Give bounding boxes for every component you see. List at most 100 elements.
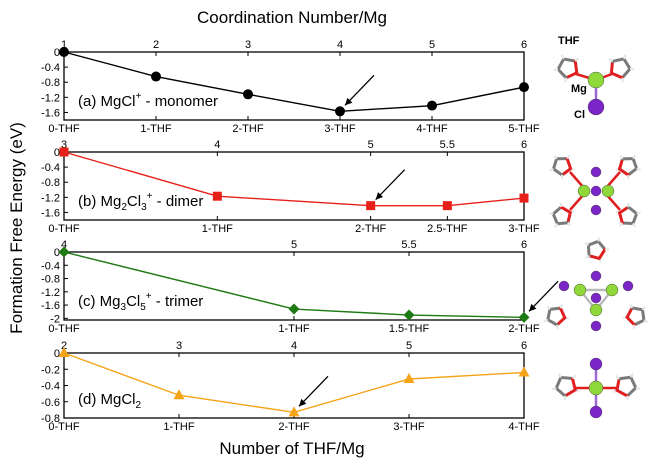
panel-label-part: + (136, 91, 142, 102)
thf-bond (587, 254, 601, 260)
thf-bond (565, 157, 573, 171)
top-tick-label: 6 (521, 340, 527, 352)
thf-hydrogen (566, 154, 571, 160)
thf-bond (560, 167, 573, 177)
thf-bond (618, 211, 624, 225)
mgcl2-structure (551, 357, 641, 419)
y-tick-label: -2 (50, 313, 60, 325)
panel-label-part: (a) MgCl (78, 93, 136, 110)
thf-bond (622, 57, 632, 71)
thf-hydrogen (574, 57, 580, 62)
thf-bond (640, 308, 646, 322)
thf-hydrogen (643, 319, 649, 324)
x-tick-label: 2.5-THF (427, 223, 468, 235)
top-tick-label: 4 (214, 139, 220, 151)
thf-bond (554, 375, 563, 390)
mg-atom (589, 303, 603, 317)
y-tick-label: -1.2 (41, 92, 60, 104)
thf-bond (573, 59, 579, 75)
panel-label: (d) MgCl2 (78, 391, 142, 411)
cl-atom (558, 280, 570, 292)
data-point (403, 309, 415, 321)
thf-bond (551, 167, 564, 177)
thf-bond (618, 205, 630, 215)
data-point (403, 373, 415, 383)
thf-bond (625, 315, 636, 327)
y-tick-label: -1.6 (41, 300, 60, 312)
thf-bond (554, 386, 567, 398)
thf-hydrogen (560, 54, 565, 60)
thf-bond (609, 59, 614, 75)
thf-bond (546, 318, 559, 327)
x-tick-label: 0-THF (48, 421, 79, 433)
thf-bond (556, 57, 566, 71)
thf-hydrogen (549, 167, 554, 172)
thf-hydrogen (551, 387, 557, 391)
x-tick-label: 0-THF (48, 223, 79, 235)
top-tick-label: 2 (153, 39, 159, 51)
thf-hydrogen (557, 373, 562, 379)
mg-atom (577, 184, 591, 198)
thf-hydrogen (567, 222, 572, 227)
x-tick-label: 3-THF (324, 123, 355, 135)
y-tick-label: 0 (54, 147, 60, 159)
cl-atom (590, 292, 602, 304)
thf-bond (564, 71, 579, 80)
thf-hydrogen (632, 324, 636, 330)
panel-label-part: 3 (141, 202, 147, 213)
y-tick-label: 0 (54, 247, 60, 259)
thf-hydrogen (615, 374, 620, 380)
top-tick-label: 4 (61, 239, 67, 251)
x-tick-label: 1-THF (140, 123, 171, 135)
y-tick-label: -0.4 (41, 260, 60, 272)
top-tick-label: 5 (429, 39, 435, 51)
thf-bond (631, 157, 639, 171)
thf-bond (632, 318, 646, 327)
top-tick-label: 6 (521, 239, 527, 251)
thf-bond (609, 71, 624, 80)
chart-panel-4: 0-THF 1-THF 2-THF 3-THF 4-THF 2 3 4 5 6 0 -0.2 -0.4 -… (41, 340, 540, 433)
series-line (63, 251, 525, 319)
chart-panel-1: 0-THF 1-THF 2-THF 3-THF 4-THF 5-THF 1 2 3 4 5 6 0 -0.… (41, 39, 540, 135)
x-tick-label: 2-THF (278, 421, 309, 433)
data-point (59, 47, 69, 57)
trimer-structure (543, 237, 649, 332)
panel-label-part: 5 (140, 302, 146, 313)
dimer-structure (549, 154, 641, 228)
thf-hydrogen (632, 222, 637, 228)
thf-hydrogen (564, 77, 568, 83)
data-point (518, 311, 530, 323)
thf-bond (548, 306, 562, 311)
x-tick-label: 2-THF (355, 223, 386, 235)
y-tick-label: 0 (54, 348, 60, 360)
thf-hydrogen (629, 372, 634, 378)
thf-bond (615, 377, 621, 392)
top-tick-label: 2 (61, 340, 67, 352)
thf-bond (626, 167, 639, 177)
thf-hydrogen (549, 211, 554, 216)
thf-bond (615, 388, 629, 398)
cl-atom (590, 204, 602, 216)
thf-hydrogen (553, 154, 558, 160)
panel-label: (b) Mg2Cl3+ - dimer (78, 191, 203, 213)
mg-atom (587, 71, 605, 89)
thf-bond (617, 375, 633, 381)
thf-hydrogen (621, 77, 625, 83)
y-tick-label: -0.8 (41, 177, 60, 189)
top-tick-label: 5 (368, 139, 374, 151)
panel-label-part: - trimer (152, 293, 204, 310)
thf-bond (551, 157, 559, 171)
cl-label: Cl (574, 109, 585, 121)
top-tick-label: 4 (291, 340, 297, 352)
data-point (59, 147, 69, 157)
data-point (151, 71, 161, 82)
top-tick-label: 1 (61, 39, 67, 51)
x-tick-label: 0-THF (48, 323, 79, 335)
panel-label-part: 3 (121, 302, 127, 313)
thf-bond (610, 57, 626, 63)
mg-atom (605, 283, 619, 297)
thf-bond (559, 205, 572, 214)
panel-label-part: + (147, 191, 153, 202)
